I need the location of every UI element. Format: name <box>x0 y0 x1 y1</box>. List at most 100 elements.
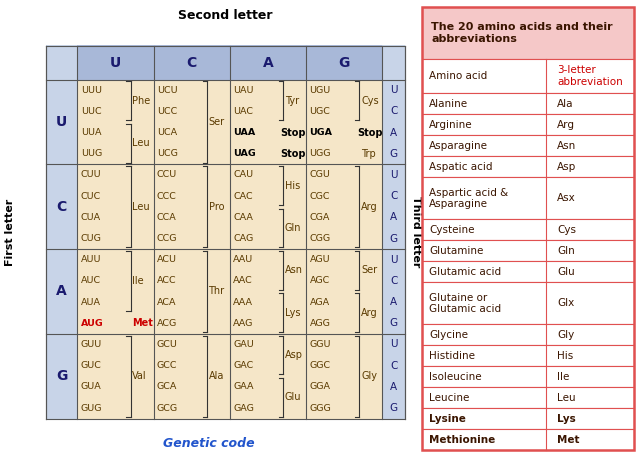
Text: G: G <box>390 318 398 328</box>
Text: Glycine: Glycine <box>429 330 468 340</box>
Bar <box>422 59 634 93</box>
Text: Tyr: Tyr <box>285 96 299 106</box>
Bar <box>422 93 634 114</box>
Text: AAC: AAC <box>233 276 253 285</box>
Text: GUU: GUU <box>80 340 102 349</box>
Bar <box>422 345 634 366</box>
Bar <box>77 46 405 80</box>
Text: UUG: UUG <box>80 149 102 158</box>
Text: Met: Met <box>557 435 579 445</box>
Text: CUU: CUU <box>80 171 101 179</box>
Text: UUC: UUC <box>80 107 101 116</box>
Text: CAA: CAA <box>233 213 253 222</box>
Text: Second letter: Second letter <box>179 9 273 22</box>
Text: UGG: UGG <box>309 149 331 158</box>
Text: Phe: Phe <box>132 96 151 106</box>
Text: C: C <box>390 191 397 201</box>
Text: CUA: CUA <box>80 213 101 222</box>
Text: Lysine: Lysine <box>429 414 466 424</box>
Bar <box>422 366 634 387</box>
Text: GGA: GGA <box>309 382 330 391</box>
Text: U: U <box>390 339 397 349</box>
Text: Gln: Gln <box>285 223 301 233</box>
Text: GCU: GCU <box>157 340 178 349</box>
Text: UCC: UCC <box>157 107 177 116</box>
Text: A: A <box>390 297 397 307</box>
Text: A: A <box>390 127 397 137</box>
Text: Ile: Ile <box>132 276 144 286</box>
Text: AGU: AGU <box>309 255 330 264</box>
Text: UGA: UGA <box>309 128 332 137</box>
Text: Ser: Ser <box>361 265 377 275</box>
Text: UUU: UUU <box>80 86 101 95</box>
Text: GUC: GUC <box>80 361 101 370</box>
Bar <box>46 46 77 419</box>
Text: UAA: UAA <box>233 128 255 137</box>
Text: Ser: Ser <box>209 117 225 127</box>
Text: Glu: Glu <box>557 267 575 277</box>
Text: GAC: GAC <box>233 361 253 370</box>
Text: C: C <box>390 106 397 116</box>
Text: CAC: CAC <box>233 192 253 201</box>
Text: GUA: GUA <box>80 382 101 391</box>
Text: Third letter: Third letter <box>411 197 421 268</box>
Text: Glutamine: Glutamine <box>429 246 483 256</box>
Text: Aspartic acid &
Asparagine: Aspartic acid & Asparagine <box>429 187 508 209</box>
Text: Leu: Leu <box>132 202 150 212</box>
Bar <box>422 114 634 135</box>
Text: The 20 amino acids and their
abbreviations: The 20 amino acids and their abbreviatio… <box>431 22 612 44</box>
Text: CAG: CAG <box>233 234 253 243</box>
Text: G: G <box>56 369 68 383</box>
Text: Histidine: Histidine <box>429 351 475 361</box>
Text: Asparagine: Asparagine <box>429 141 488 151</box>
Text: Leu: Leu <box>132 138 150 148</box>
Text: UCA: UCA <box>157 128 177 137</box>
Text: Trp: Trp <box>361 149 376 159</box>
Text: First letter: First letter <box>6 198 15 266</box>
Bar <box>46 46 405 419</box>
Text: ACC: ACC <box>157 276 177 285</box>
Text: G: G <box>390 403 398 413</box>
Text: Isoleucine: Isoleucine <box>429 372 482 382</box>
Text: UGU: UGU <box>309 86 330 95</box>
Text: A: A <box>263 56 273 70</box>
Text: U: U <box>390 255 397 265</box>
Text: Cysteine: Cysteine <box>429 225 475 235</box>
Text: G: G <box>390 149 398 159</box>
Text: AAU: AAU <box>233 255 253 264</box>
Text: Glutaine or
Glutamic acid: Glutaine or Glutamic acid <box>429 293 501 314</box>
Text: CGU: CGU <box>309 171 330 179</box>
Text: Gly: Gly <box>557 330 574 340</box>
Bar <box>422 261 634 283</box>
Bar <box>422 177 634 219</box>
Text: AGG: AGG <box>309 319 330 328</box>
Text: A: A <box>56 284 67 298</box>
Text: U: U <box>56 115 67 129</box>
Text: Alanine: Alanine <box>429 99 468 109</box>
Text: Glx: Glx <box>557 298 574 308</box>
Text: Met: Met <box>132 318 153 328</box>
Text: GGC: GGC <box>309 361 330 370</box>
Bar <box>422 7 634 59</box>
Bar <box>382 46 405 80</box>
Text: GGG: GGG <box>309 404 331 413</box>
Text: Arg: Arg <box>361 202 378 212</box>
Text: Arginine: Arginine <box>429 120 473 130</box>
Bar <box>422 409 634 430</box>
Bar <box>422 283 634 324</box>
Text: Asp: Asp <box>285 350 303 360</box>
Text: GAU: GAU <box>233 340 254 349</box>
Text: Pro: Pro <box>209 202 224 212</box>
Text: AUA: AUA <box>80 298 101 307</box>
Text: Glu: Glu <box>285 392 301 402</box>
Text: CGC: CGC <box>309 192 330 201</box>
Text: GCA: GCA <box>157 382 177 391</box>
Text: His: His <box>557 351 573 361</box>
Bar <box>382 46 405 419</box>
Text: AUU: AUU <box>80 255 101 264</box>
Text: CUC: CUC <box>80 192 101 201</box>
Text: Stop: Stop <box>281 149 306 159</box>
Text: Leu: Leu <box>557 393 575 403</box>
Text: Asn: Asn <box>285 265 303 275</box>
Text: Ala: Ala <box>557 99 574 109</box>
